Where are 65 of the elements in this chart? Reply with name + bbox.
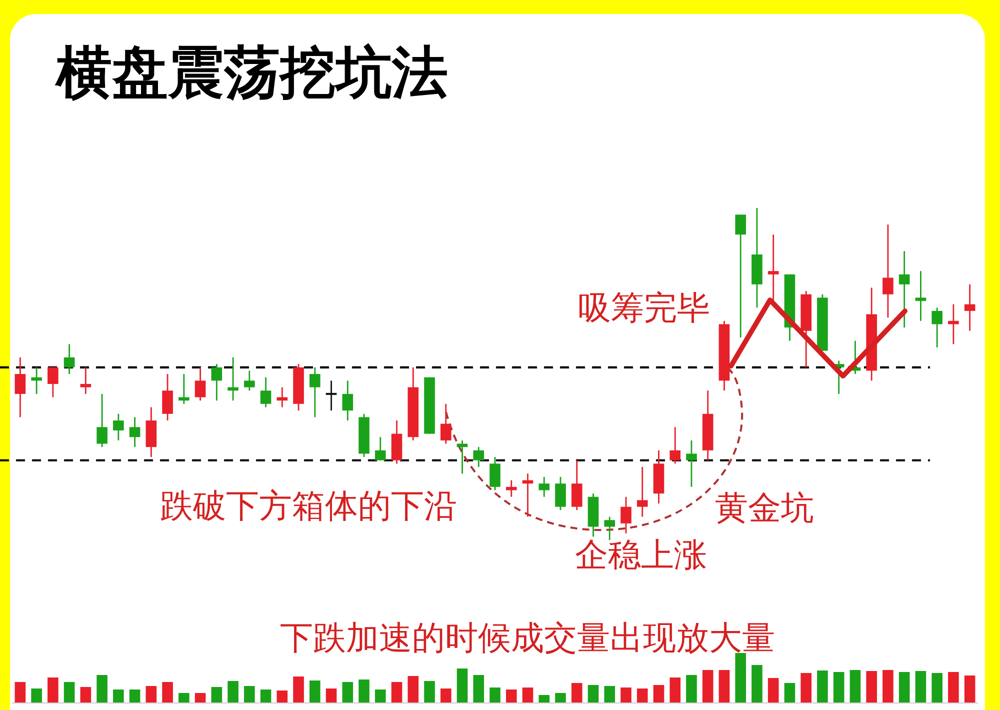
annotation: 吸筹完毕 — [578, 288, 710, 328]
bar — [162, 682, 173, 703]
bar — [932, 673, 942, 703]
bar — [636, 688, 648, 703]
bar — [768, 678, 779, 703]
bar — [620, 688, 632, 703]
bar — [96, 675, 108, 703]
bar — [14, 682, 26, 703]
bar — [473, 675, 484, 703]
bar — [653, 685, 664, 703]
bar — [309, 680, 320, 703]
bar — [817, 670, 828, 703]
bar — [64, 682, 75, 703]
bar — [374, 690, 386, 703]
bar — [194, 693, 206, 703]
bar — [948, 672, 959, 703]
bar — [228, 681, 238, 703]
bar — [260, 690, 272, 703]
bar — [456, 668, 468, 703]
bar — [440, 688, 452, 703]
annotation: 跌破下方箱体的下沿 — [160, 486, 457, 526]
bar — [146, 686, 157, 703]
bar — [80, 687, 92, 703]
bar — [571, 683, 582, 703]
annotation: 下跌加速的时候成交量出现放大量 — [280, 618, 775, 658]
bar — [506, 690, 517, 703]
bar — [293, 676, 304, 703]
chart-title: 横盘震荡挖坑法 — [54, 40, 448, 106]
bar — [31, 688, 42, 703]
bar — [670, 678, 681, 703]
bar — [800, 673, 812, 703]
bar — [358, 680, 370, 703]
bar — [833, 672, 844, 703]
bar — [342, 682, 354, 703]
bar — [702, 670, 714, 703]
bar — [424, 681, 435, 703]
bar — [784, 683, 796, 703]
bar — [276, 690, 288, 703]
bar — [522, 688, 534, 703]
bar — [555, 693, 566, 703]
annotation: 企稳上涨 — [575, 535, 707, 574]
bar — [48, 678, 58, 703]
bar — [752, 665, 762, 703]
bar — [178, 693, 190, 703]
bar — [490, 688, 500, 703]
bar — [850, 670, 861, 703]
bar — [408, 676, 419, 703]
bar — [915, 671, 926, 703]
bar — [964, 676, 976, 703]
annotation: 黄金坑 — [715, 488, 814, 528]
bar — [735, 653, 746, 703]
bar — [866, 671, 877, 703]
bar — [882, 670, 894, 703]
bar — [686, 675, 697, 703]
bar — [326, 688, 337, 703]
bar — [129, 690, 140, 703]
bar — [604, 686, 616, 703]
bar — [391, 682, 402, 703]
bar — [244, 686, 255, 703]
bar — [588, 685, 599, 703]
bar — [538, 695, 550, 703]
bar — [113, 690, 124, 703]
bar — [718, 670, 730, 703]
bar — [211, 687, 222, 703]
bar — [898, 672, 910, 703]
